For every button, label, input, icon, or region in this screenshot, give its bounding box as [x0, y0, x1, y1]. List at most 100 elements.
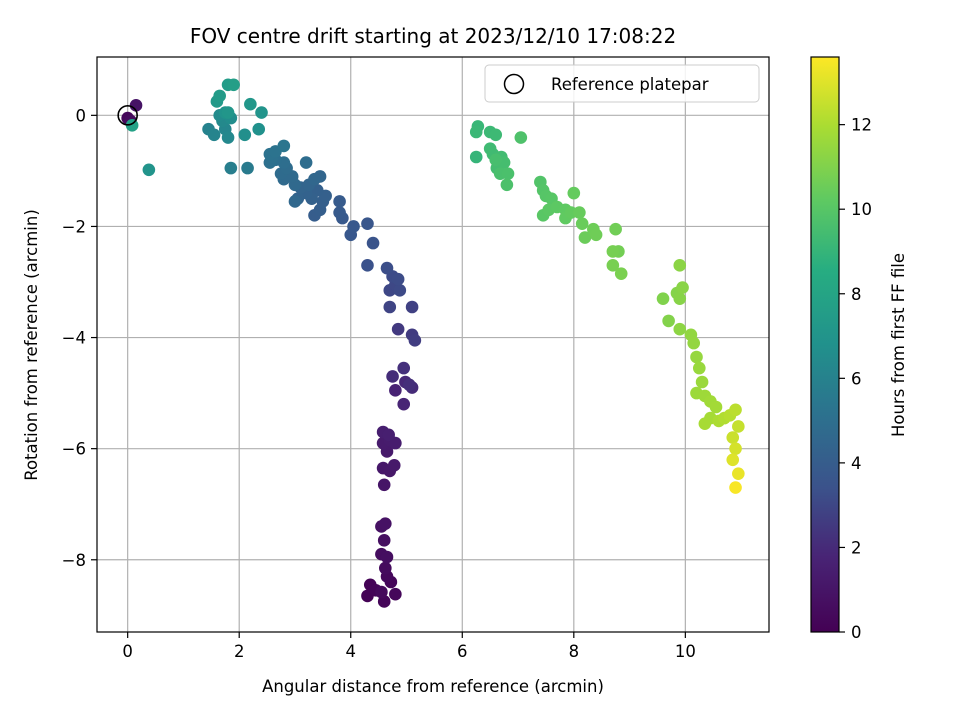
data-point	[333, 206, 346, 219]
x-axis-ticks: 0 2 4 6 8 10	[122, 632, 696, 661]
data-point	[673, 292, 687, 305]
data-point	[379, 517, 392, 530]
data-point	[397, 361, 411, 375]
legend-reference-marker	[503, 73, 525, 95]
data-point	[732, 420, 745, 433]
colorbar-tick-label: 6	[851, 369, 862, 388]
data-point	[382, 428, 395, 442]
data-point	[405, 300, 419, 314]
colorbar-tick-label: 4	[851, 454, 862, 473]
data-point	[383, 300, 397, 314]
legend: Reference platepar	[484, 64, 760, 103]
data-point	[361, 259, 374, 272]
data-point	[386, 370, 399, 383]
y-tick-label: 0	[76, 106, 87, 125]
y-axis-ticks: 0 −2 −4 −6 −8	[62, 106, 97, 570]
data-point	[690, 350, 703, 364]
colorbar-tick-label: 10	[851, 200, 872, 219]
data-point	[377, 595, 391, 608]
data-point	[589, 228, 603, 242]
data-point	[729, 481, 742, 494]
data-point	[389, 384, 402, 397]
data-point	[469, 150, 483, 164]
data-point	[255, 106, 268, 119]
x-axis-label: Angular distance from reference (arcmin)	[262, 677, 604, 696]
data-point	[573, 206, 586, 219]
data-point	[709, 400, 723, 414]
data-point	[567, 186, 581, 200]
x-tick-label: 4	[345, 642, 356, 661]
data-point	[347, 220, 360, 233]
y-tick-label: −4	[62, 329, 86, 348]
x-tick-label: 6	[457, 642, 468, 661]
data-point	[606, 259, 620, 272]
data-point	[687, 336, 701, 350]
data-point	[726, 453, 740, 467]
scatter-points	[121, 78, 745, 608]
data-point	[397, 397, 411, 411]
data-point	[299, 156, 313, 169]
data-point	[391, 272, 405, 286]
colorbar-label: Hours from first FF file	[889, 253, 908, 437]
data-point	[241, 161, 254, 175]
y-tick-label: −6	[62, 440, 86, 459]
legend-box	[484, 64, 760, 103]
data-point	[673, 322, 687, 336]
reference-platepar-point	[117, 105, 138, 126]
data-point	[142, 163, 156, 177]
data-point	[692, 361, 706, 375]
legend-label-reference-platepar: Reference platepar	[551, 75, 709, 94]
data-point	[377, 534, 391, 547]
x-tick-label: 2	[234, 642, 245, 661]
plot-frame	[96, 56, 770, 633]
data-point	[213, 89, 226, 103]
chart-title: FOV centre drift starting at 2023/12/10 …	[190, 24, 676, 48]
data-point	[489, 153, 503, 167]
data-point	[514, 131, 528, 144]
data-point	[729, 442, 742, 455]
data-point	[244, 97, 257, 111]
data-point	[402, 378, 416, 392]
data-point	[377, 478, 391, 492]
colorbar-tick-label: 8	[851, 285, 862, 304]
data-point	[391, 322, 405, 336]
data-point	[729, 403, 742, 417]
y-axis-label: Rotation from reference (arcmin)	[22, 209, 41, 481]
data-point	[662, 314, 675, 328]
data-point	[501, 167, 515, 180]
data-point	[489, 128, 503, 142]
data-point	[224, 161, 238, 175]
data-point	[238, 128, 252, 142]
data-point	[393, 284, 407, 297]
data-point	[609, 222, 622, 236]
data-point	[366, 236, 380, 250]
colorbar-tick-label: 2	[851, 538, 862, 557]
data-point	[726, 431, 740, 444]
data-point	[575, 217, 589, 230]
colorbar-ticks: 0 2 4 6 8 10 12	[839, 116, 872, 642]
data-point	[695, 375, 709, 389]
data-point	[252, 122, 266, 136]
data-point	[221, 131, 235, 144]
colorbar-frame	[810, 56, 840, 633]
data-point	[308, 172, 321, 186]
colorbar-tick-label: 12	[851, 116, 872, 135]
data-point	[676, 281, 689, 294]
plot-area	[96, 56, 770, 633]
data-point	[379, 561, 392, 575]
data-point	[380, 261, 394, 275]
colorbar-fill	[811, 57, 839, 632]
data-point	[221, 106, 235, 119]
data-point	[578, 231, 592, 244]
colorbar: 0 2 4 6 8 10 12	[810, 56, 872, 642]
data-point	[614, 267, 628, 280]
y-tick-label: −8	[62, 551, 86, 570]
data-point	[698, 417, 712, 430]
x-tick-label: 8	[569, 642, 580, 661]
data-point	[375, 585, 388, 599]
y-tick-label: −2	[62, 217, 86, 236]
data-point	[673, 259, 687, 272]
data-point	[129, 99, 143, 112]
data-point	[333, 195, 346, 208]
